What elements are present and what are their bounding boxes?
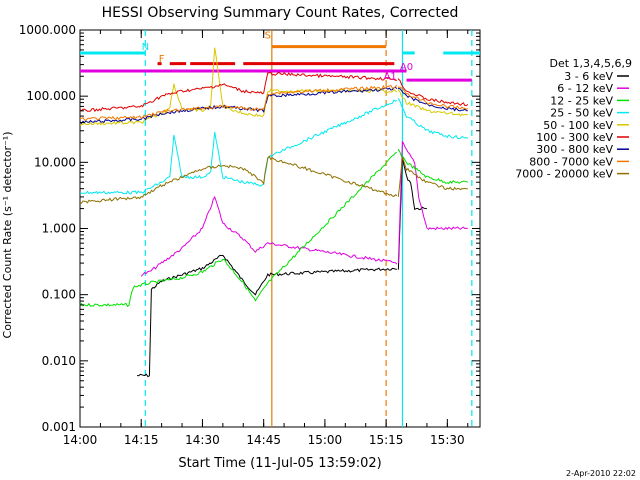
series-line: [79, 84, 469, 121]
legend-entry: 3 - 6 keV: [564, 70, 613, 83]
plot-frame: [79, 29, 481, 428]
legend-entry: 800 - 7000 keV: [529, 155, 613, 168]
legend-entry: 100 - 300 keV: [536, 131, 613, 144]
series-lines: [79, 47, 469, 378]
y-axis: 1000.000 100.000 10.000 1.000 0.100 0.010 0.00…: [19, 23, 480, 434]
chart-title: HESSI Observing Summary Count Rates, Cor…: [102, 5, 459, 21]
y-tick-label: 0.100: [42, 288, 76, 302]
legend-entry: 50 - 100 keV: [543, 119, 613, 132]
vertical-markers: [144, 30, 473, 427]
series-line: [79, 47, 468, 126]
y-tick-label: 0.010: [42, 354, 76, 368]
state-bars: [80, 45, 480, 82]
y-axis-label: Corrected Count Rate (s⁻¹ detector⁻¹): [1, 132, 14, 339]
annotation-label: A1: [384, 71, 397, 82]
x-tick-label: 14:30: [185, 433, 220, 447]
annotation-label: A0: [400, 62, 413, 73]
x-tick-label: 15:00: [308, 433, 343, 447]
legend-entry: 6 - 12 keV: [557, 82, 613, 95]
x-tick-label: 14:45: [246, 433, 281, 447]
legend-entry: 12 - 25 keV: [550, 94, 613, 107]
series-line: [79, 98, 469, 195]
legend-entry: 300 - 800 keV: [536, 143, 613, 156]
annotation-label: S: [265, 30, 271, 41]
x-tick-label: 14:00: [63, 433, 98, 447]
series-line: [140, 141, 468, 277]
y-tick-label: 0.001: [42, 420, 76, 434]
series-line: [79, 71, 469, 113]
y-tick-label: 10.000: [34, 155, 76, 169]
series-line: [79, 155, 468, 204]
annotation-label: N: [142, 42, 149, 53]
x-axis: 14:00 14:15 14:30 14:45 15:00 15:15 15:30: [63, 30, 469, 447]
x-tick-label: 15:15: [369, 433, 404, 447]
legend-title: Det 1,3,4,5,6,9: [549, 57, 632, 70]
legend-entry: 7000 - 20000 keV: [515, 168, 613, 181]
series-line: [79, 148, 469, 308]
x-tick-label: 15:30: [430, 433, 465, 447]
timestamp: 2-Apr-2010 22:02: [566, 469, 636, 478]
x-tick-label: 14:15: [124, 433, 159, 447]
annotation-label: F: [159, 54, 165, 65]
y-tick-label: 1.000: [42, 222, 76, 236]
y-tick-label: 100.000: [26, 89, 76, 103]
x-axis-label: Start Time (11-Jul-05 13:59:02): [178, 456, 381, 471]
y-tick-label: 1000.000: [19, 23, 76, 37]
legend-entry: 25 - 50 keV: [550, 107, 613, 120]
